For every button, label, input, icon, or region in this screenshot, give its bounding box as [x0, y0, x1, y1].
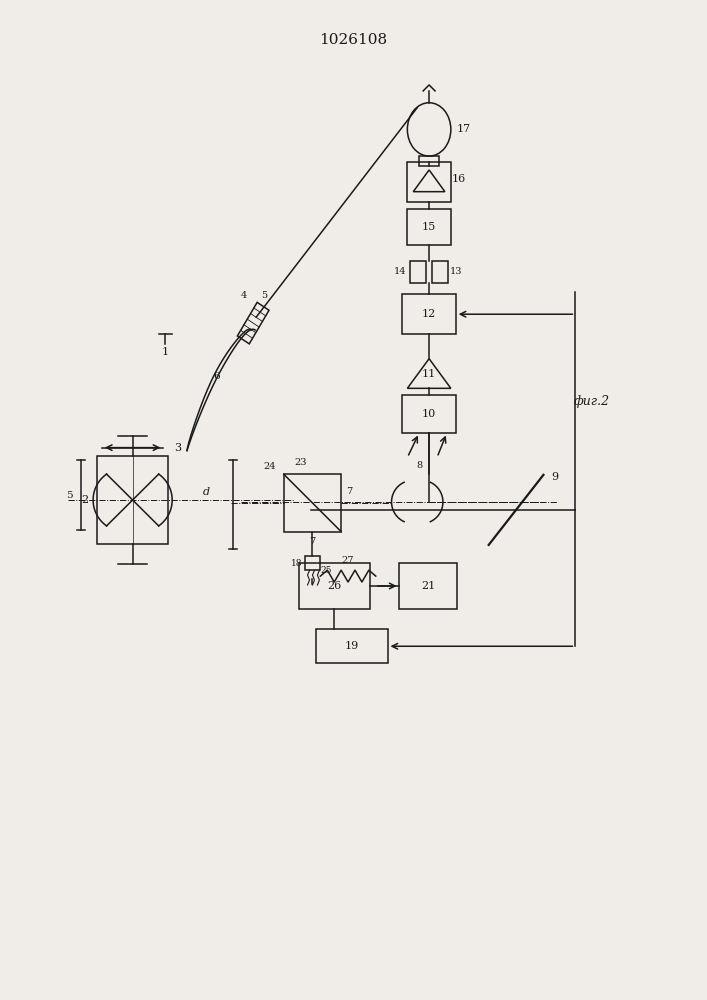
Text: 25: 25	[320, 566, 332, 575]
Text: 14: 14	[395, 267, 407, 276]
Text: 19: 19	[345, 641, 359, 651]
Text: фиг.2: фиг.2	[574, 395, 610, 408]
Text: 16: 16	[452, 174, 466, 184]
Text: 18: 18	[291, 559, 303, 568]
Text: 12: 12	[422, 309, 436, 319]
Text: 13: 13	[450, 267, 462, 276]
Bar	[432, 261, 448, 283]
Bar	[410, 261, 426, 283]
Text: 7: 7	[346, 487, 352, 496]
Text: 23: 23	[295, 458, 308, 467]
Text: 3: 3	[175, 443, 182, 453]
Bar	[399, 563, 457, 609]
Text: 10: 10	[422, 409, 436, 419]
Bar	[407, 162, 451, 202]
Text: 11: 11	[422, 369, 436, 379]
Text: 6: 6	[214, 372, 220, 381]
Text: 24: 24	[264, 462, 276, 471]
Bar	[317, 629, 387, 663]
Bar	[97, 456, 168, 544]
Text: 17: 17	[457, 124, 471, 134]
Text: 8: 8	[416, 461, 422, 470]
Text: 5: 5	[261, 291, 267, 300]
Text: 1026108: 1026108	[319, 33, 387, 47]
Text: 7: 7	[310, 537, 315, 546]
Text: 2: 2	[81, 495, 89, 505]
Bar	[402, 294, 456, 334]
Bar	[419, 156, 439, 166]
Text: d: d	[203, 487, 210, 497]
Bar	[298, 563, 370, 609]
Text: 4: 4	[241, 291, 247, 300]
Text: 15: 15	[422, 222, 436, 232]
Bar	[305, 556, 320, 570]
Text: 5: 5	[66, 491, 73, 500]
Text: 1: 1	[162, 347, 169, 357]
Bar	[284, 474, 341, 532]
Bar	[407, 209, 451, 245]
Text: 9: 9	[551, 472, 559, 482]
Bar	[402, 395, 456, 433]
Text: 21: 21	[421, 581, 436, 591]
Text: 26: 26	[327, 581, 341, 591]
Text: 27: 27	[341, 556, 354, 565]
